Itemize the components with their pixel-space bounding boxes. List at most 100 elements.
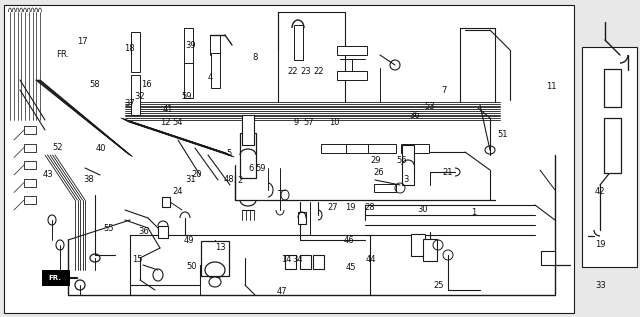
Ellipse shape — [209, 277, 221, 287]
Text: 13: 13 — [216, 243, 226, 252]
Text: 9: 9 — [293, 118, 298, 126]
Bar — [541, 251, 555, 265]
Text: 46: 46 — [344, 236, 354, 245]
Bar — [211, 53, 220, 87]
Text: 17: 17 — [77, 37, 87, 46]
Text: 22: 22 — [288, 67, 298, 76]
Text: 59: 59 — [256, 164, 266, 172]
Text: 41: 41 — [163, 105, 173, 114]
Text: 26: 26 — [374, 168, 384, 177]
Text: 52: 52 — [52, 143, 63, 152]
Text: 36: 36 — [410, 111, 420, 120]
Text: 40: 40 — [96, 145, 106, 153]
Text: 11: 11 — [547, 82, 557, 91]
Text: 6: 6 — [248, 164, 253, 172]
Text: 20: 20 — [192, 170, 202, 179]
Bar — [4, 5, 574, 313]
Text: 23: 23 — [301, 67, 311, 76]
Text: 31: 31 — [186, 175, 196, 184]
Text: 28: 28 — [365, 203, 375, 212]
Bar — [312, 255, 323, 269]
Text: 51: 51 — [497, 130, 508, 139]
Bar — [346, 144, 374, 152]
Text: FR.: FR. — [56, 50, 69, 59]
Bar — [294, 24, 303, 60]
Text: 1: 1 — [471, 208, 476, 217]
Bar — [24, 196, 36, 204]
Text: 48: 48 — [224, 175, 234, 184]
Bar — [162, 197, 170, 207]
Text: 56: 56 — [397, 156, 407, 165]
Text: 53: 53 — [425, 102, 435, 111]
Bar — [240, 133, 256, 178]
Bar — [582, 47, 637, 267]
Text: 7: 7 — [441, 86, 446, 95]
Bar — [604, 69, 621, 107]
Text: 54: 54 — [173, 118, 183, 126]
Text: 4: 4 — [207, 73, 212, 82]
Text: 5: 5 — [227, 149, 232, 158]
Bar — [411, 234, 425, 256]
Bar — [242, 115, 254, 145]
Bar — [402, 145, 414, 185]
Bar — [337, 70, 367, 80]
Bar — [368, 144, 396, 152]
Bar — [131, 32, 140, 72]
Bar — [401, 144, 429, 152]
Bar — [158, 226, 168, 238]
Text: 18: 18 — [124, 44, 134, 53]
Bar — [24, 178, 36, 186]
Text: 45: 45 — [346, 263, 356, 272]
Text: 39: 39 — [186, 41, 196, 49]
Text: 8: 8 — [252, 53, 257, 62]
Text: 55: 55 — [104, 224, 114, 233]
Text: 21: 21 — [443, 168, 453, 177]
Bar — [201, 241, 229, 275]
Bar — [24, 144, 36, 152]
Bar — [300, 255, 310, 269]
Text: 43: 43 — [43, 170, 53, 179]
Text: 12: 12 — [160, 118, 170, 126]
Text: 19: 19 — [345, 203, 355, 212]
Text: FR.: FR. — [48, 275, 61, 281]
Text: 38: 38 — [83, 175, 93, 184]
Text: 42: 42 — [595, 187, 605, 196]
Text: 14: 14 — [281, 256, 291, 264]
Bar — [374, 184, 396, 192]
Text: 50: 50 — [187, 262, 197, 271]
Text: 2: 2 — [237, 176, 243, 185]
Text: 44: 44 — [366, 256, 376, 264]
Text: 19: 19 — [595, 240, 605, 249]
Text: 10: 10 — [329, 118, 339, 126]
Text: 33: 33 — [595, 281, 605, 290]
Text: 58: 58 — [90, 80, 100, 88]
Text: 16: 16 — [141, 80, 151, 88]
Text: 49: 49 — [184, 236, 194, 245]
Bar — [184, 28, 193, 62]
Text: 57: 57 — [303, 118, 314, 126]
Text: 25: 25 — [433, 281, 444, 290]
Bar — [604, 118, 621, 172]
Text: 27: 27 — [328, 203, 338, 212]
Bar — [285, 255, 296, 269]
Text: 59: 59 — [182, 92, 192, 101]
Text: 47: 47 — [276, 287, 287, 296]
Text: 34: 34 — [292, 256, 303, 264]
Text: 36: 36 — [139, 227, 149, 236]
Bar — [131, 75, 140, 115]
Bar — [321, 144, 349, 152]
Text: 32: 32 — [134, 92, 145, 101]
Text: 29: 29 — [371, 156, 381, 165]
Text: 15: 15 — [132, 256, 143, 264]
Text: 22: 22 — [314, 67, 324, 76]
Bar — [42, 270, 70, 286]
Bar — [423, 239, 437, 261]
Bar — [298, 212, 306, 224]
Bar — [24, 126, 36, 134]
Bar — [184, 62, 193, 98]
Text: 24: 24 — [173, 187, 183, 196]
Text: 37: 37 — [124, 99, 134, 107]
Bar — [337, 46, 367, 55]
Text: 3: 3 — [404, 175, 409, 184]
Bar — [24, 161, 36, 169]
